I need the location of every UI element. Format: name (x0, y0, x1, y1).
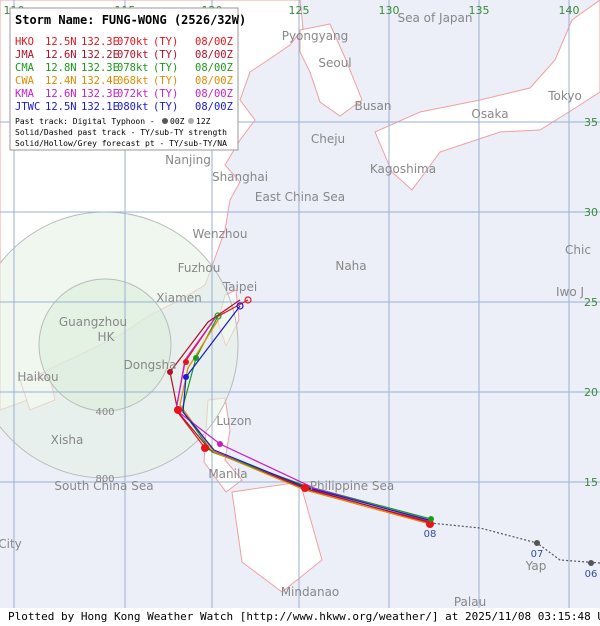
agency-time: 08/00Z (195, 75, 233, 87)
agency-wind: 078kt (117, 62, 149, 74)
agency-lon: 132.2E (81, 49, 119, 61)
legend-dot (188, 118, 194, 124)
agency-lon: 132.3E (81, 36, 119, 48)
place-label: Nanjing (165, 153, 211, 167)
agency-lat: 12.4N (45, 75, 77, 87)
agency-name: JMA (15, 49, 35, 61)
legend-line: Solid/Dashed past track - TY/sub-TY stre… (15, 128, 227, 137)
place-label: Osaka (471, 107, 508, 121)
place-label: HK (98, 330, 116, 344)
place-label: Naha (335, 259, 366, 273)
place-label: Dongsha (123, 358, 176, 372)
agency-lat: 12.5N (45, 36, 77, 48)
place-label: Pyongyang (282, 29, 349, 43)
agency-cls: (TY) (153, 101, 178, 113)
agency-time: 08/00Z (195, 101, 233, 113)
agency-lon: 132.3E (81, 62, 119, 74)
lon-label: 140 (559, 4, 580, 17)
agency-lat: 12.6N (45, 49, 77, 61)
agency-lon: 132.4E (81, 75, 119, 87)
place-label: Cheju (311, 132, 345, 146)
lon-label: 130 (379, 4, 400, 17)
day-label: 06 (585, 569, 598, 580)
place-label: Guangzhou (59, 315, 127, 329)
agency-wind: 080kt (117, 101, 149, 113)
place-label: Kagoshima (370, 162, 436, 176)
agency-name: JTWC (15, 101, 40, 113)
agency-lon: 132.3E (81, 88, 119, 100)
legend-box (9, 7, 239, 151)
legend-past: Past track: Digital Typhoon - (15, 117, 155, 126)
place-label: Luzon (216, 414, 251, 428)
place-label: Busan (354, 99, 391, 113)
range-label: 800 (95, 474, 114, 485)
graticule (0, 0, 600, 608)
legend-dot (162, 118, 168, 124)
place-label: Palau (454, 595, 486, 609)
agency-cls: (TY) (153, 75, 178, 87)
agency-cls: (TY) (153, 36, 178, 48)
agency-cls: (TY) (153, 62, 178, 74)
agency-lat: 12.6N (45, 88, 77, 100)
agency-wind: 072kt (117, 88, 149, 100)
agency-lat: 12.8N (45, 62, 77, 74)
map-labels: 1101151201251301351403530252015Sea of Ja… (0, 4, 598, 609)
place-label: Manila (208, 467, 247, 481)
lat-label: 35 (584, 116, 598, 129)
forecast-tracks (167, 296, 600, 566)
agency-time: 08/00Z (195, 36, 233, 48)
place-label: Taipei (222, 280, 257, 294)
lat-label: 30 (584, 206, 598, 219)
legend-12z: 12Z (196, 117, 211, 126)
agency-time: 08/00Z (195, 62, 233, 74)
day-label: 08 (424, 529, 437, 540)
lon-label: 125 (289, 4, 310, 17)
place-label: Seoul (318, 56, 351, 70)
place-label: Iwo J (556, 285, 584, 299)
agency-name: KMA (15, 88, 35, 100)
place-label: Mindanao (281, 585, 340, 599)
place-label: Philippine Sea (310, 479, 395, 493)
lat-label: 25 (584, 296, 598, 309)
place-label: East China Sea (255, 190, 345, 204)
agency-name: CWA (15, 75, 35, 87)
agency-lon: 132.1E (81, 101, 119, 113)
lat-label: 15 (584, 476, 598, 489)
place-label: Fuzhou (178, 261, 221, 275)
place-label: Tokyo (547, 89, 582, 103)
agency-lat: 12.5N (45, 101, 77, 113)
agency-time: 08/00Z (195, 49, 233, 61)
day-label: 07 (531, 549, 544, 560)
place-label: South China Sea (54, 479, 153, 493)
legend-line: Solid/Hollow/Grey forecast pt - TY/sub-T… (15, 139, 227, 148)
lat-label: 20 (584, 386, 598, 399)
place-label: Haikou (17, 370, 58, 384)
storm-title: Storm Name: FUNG-WONG (2526/32W) (15, 13, 246, 27)
place-label: Wenzhou (192, 227, 247, 241)
place-label: Xiamen (156, 291, 202, 305)
place-label: Shanghai (212, 170, 268, 184)
range-label: 400 (95, 407, 114, 418)
footer-bg (0, 608, 600, 626)
agency-wind: 070kt (117, 49, 149, 61)
agency-wind: 068kt (117, 75, 149, 87)
agency-cls: (TY) (153, 49, 178, 61)
legend-00z: 00Z (170, 117, 185, 126)
footer: Plotted by Hong Kong Weather Watch [http… (8, 610, 600, 623)
agency-name: CMA (15, 62, 35, 74)
place-label: Yap (525, 559, 547, 573)
lon-label: 135 (469, 4, 490, 17)
place-label: Chic (565, 243, 591, 257)
place-label: Xisha (51, 433, 84, 447)
agency-time: 08/00Z (195, 88, 233, 100)
place-label: City (0, 537, 22, 551)
agency-name: HKO (15, 36, 34, 48)
agency-cls: (TY) (153, 88, 178, 100)
place-label: Sea of Japan (397, 11, 472, 25)
agency-wind: 070kt (117, 36, 149, 48)
